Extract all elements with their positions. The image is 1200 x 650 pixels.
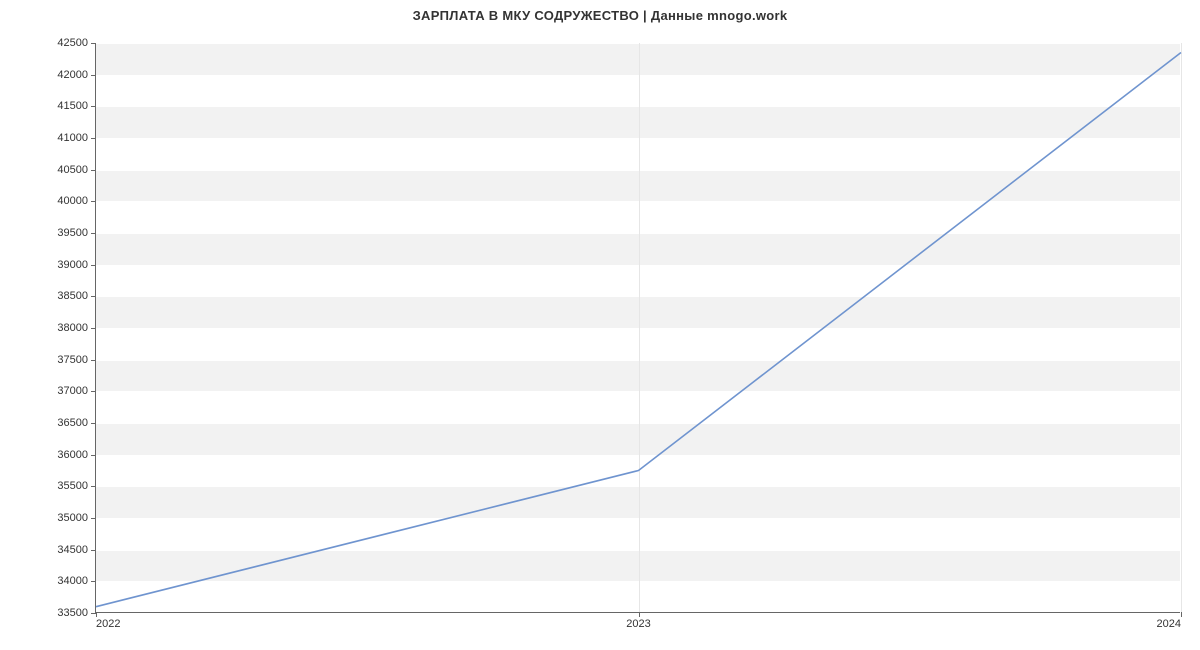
salary-line <box>96 53 1181 607</box>
y-tick-label: 36500 <box>57 417 88 429</box>
y-tick-label: 38000 <box>57 322 88 334</box>
y-tick-label: 33500 <box>57 607 88 619</box>
x-tick-label: 2023 <box>626 618 650 630</box>
y-tick-label: 34500 <box>57 544 88 556</box>
x-tick-mark <box>1181 612 1182 617</box>
y-tick-label: 37000 <box>57 385 88 397</box>
v-gridline <box>1181 43 1182 612</box>
y-tick-label: 39500 <box>57 227 88 239</box>
y-tick-label: 35500 <box>57 480 88 492</box>
x-tick-label: 2024 <box>1157 618 1181 630</box>
plot-area: 3350034000345003500035500360003650037000… <box>95 43 1180 613</box>
y-tick-label: 40000 <box>57 195 88 207</box>
x-tick-label: 2022 <box>96 618 120 630</box>
y-tick-label: 40500 <box>57 164 88 176</box>
chart-title: ЗАРПЛАТА В МКУ СОДРУЖЕСТВО | Данные mnog… <box>0 0 1200 23</box>
y-tick-label: 41500 <box>57 100 88 112</box>
series-layer <box>96 43 1181 613</box>
y-tick-label: 35000 <box>57 512 88 524</box>
y-tick-label: 42000 <box>57 69 88 81</box>
y-tick-label: 34000 <box>57 575 88 587</box>
y-tick-label: 42500 <box>57 37 88 49</box>
y-tick-label: 41000 <box>57 132 88 144</box>
y-tick-label: 37500 <box>57 354 88 366</box>
y-tick-label: 36000 <box>57 449 88 461</box>
y-tick-label: 38500 <box>57 290 88 302</box>
y-tick-label: 39000 <box>57 259 88 271</box>
